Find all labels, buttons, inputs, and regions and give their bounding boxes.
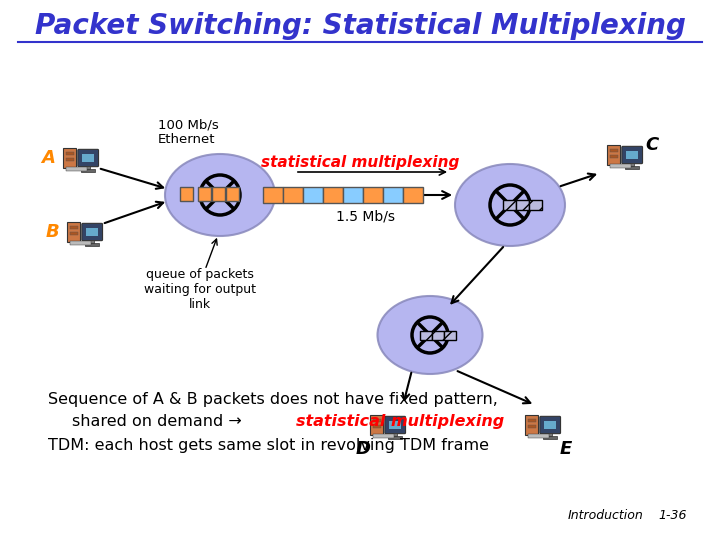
Text: queue of packets
waiting for output
link: queue of packets waiting for output link bbox=[144, 268, 256, 311]
Text: D: D bbox=[356, 440, 371, 458]
Bar bbox=[373, 425, 381, 428]
Text: A: A bbox=[41, 149, 55, 167]
Bar bbox=[516, 200, 528, 210]
Bar bbox=[528, 419, 536, 422]
Bar bbox=[528, 434, 549, 438]
Ellipse shape bbox=[455, 164, 565, 246]
Text: C: C bbox=[645, 136, 659, 154]
Text: 1.5 Mb/s: 1.5 Mb/s bbox=[336, 209, 395, 223]
Bar bbox=[66, 152, 73, 154]
Bar bbox=[630, 163, 634, 166]
FancyBboxPatch shape bbox=[78, 150, 99, 167]
Bar bbox=[303, 187, 323, 203]
Bar bbox=[383, 187, 403, 203]
Bar bbox=[544, 436, 557, 438]
Bar bbox=[528, 200, 541, 210]
Text: Introduction: Introduction bbox=[568, 509, 644, 522]
Bar bbox=[86, 243, 99, 246]
Bar bbox=[283, 187, 303, 203]
FancyBboxPatch shape bbox=[526, 415, 539, 435]
Bar bbox=[363, 187, 383, 203]
FancyBboxPatch shape bbox=[385, 416, 405, 434]
Bar bbox=[66, 158, 73, 160]
FancyBboxPatch shape bbox=[68, 221, 81, 242]
Bar bbox=[626, 166, 639, 168]
Bar bbox=[444, 330, 456, 340]
FancyBboxPatch shape bbox=[540, 416, 561, 434]
Bar bbox=[86, 228, 98, 237]
Bar bbox=[70, 232, 78, 234]
Bar bbox=[70, 241, 91, 245]
FancyBboxPatch shape bbox=[608, 145, 621, 165]
Bar bbox=[544, 421, 556, 429]
Text: B: B bbox=[45, 223, 59, 241]
Bar bbox=[90, 240, 94, 243]
Bar bbox=[548, 433, 552, 436]
Text: statistical multiplexing: statistical multiplexing bbox=[261, 156, 459, 171]
Bar bbox=[610, 164, 631, 168]
Text: 1-36: 1-36 bbox=[658, 509, 686, 522]
Text: E: E bbox=[560, 440, 572, 458]
Bar bbox=[403, 187, 423, 203]
Text: 100 Mb/s
Ethernet: 100 Mb/s Ethernet bbox=[158, 118, 219, 146]
Text: shared on demand →: shared on demand → bbox=[72, 414, 247, 429]
Bar bbox=[626, 151, 638, 159]
Bar bbox=[198, 187, 211, 201]
Bar bbox=[503, 200, 516, 210]
Bar bbox=[420, 330, 432, 340]
Text: TDM: each host gets same slot in revolving TDM frame: TDM: each host gets same slot in revolvi… bbox=[48, 438, 489, 453]
Bar bbox=[390, 421, 401, 429]
Text: Packet Switching: Statistical Multiplexing: Packet Switching: Statistical Multiplexi… bbox=[35, 12, 685, 40]
Bar bbox=[180, 187, 193, 201]
Text: statistical multiplexing: statistical multiplexing bbox=[296, 414, 504, 429]
Bar bbox=[66, 167, 86, 171]
Bar bbox=[226, 187, 239, 201]
Bar bbox=[388, 436, 402, 438]
Bar bbox=[432, 330, 444, 340]
Bar bbox=[373, 419, 381, 422]
Bar bbox=[82, 154, 94, 162]
Ellipse shape bbox=[377, 296, 482, 374]
Bar bbox=[528, 425, 536, 428]
FancyBboxPatch shape bbox=[82, 224, 102, 241]
FancyBboxPatch shape bbox=[370, 415, 384, 435]
Bar bbox=[610, 155, 618, 158]
FancyBboxPatch shape bbox=[622, 146, 642, 164]
Text: Sequence of A & B packets does not have fixed pattern,: Sequence of A & B packets does not have … bbox=[48, 392, 498, 407]
Bar bbox=[373, 434, 394, 438]
Bar bbox=[70, 226, 78, 228]
Bar bbox=[343, 187, 363, 203]
Bar bbox=[81, 169, 95, 172]
Bar bbox=[212, 187, 225, 201]
Bar bbox=[323, 187, 343, 203]
Ellipse shape bbox=[165, 154, 275, 236]
Bar bbox=[263, 187, 283, 203]
Bar bbox=[86, 166, 90, 169]
Bar bbox=[610, 149, 618, 152]
FancyBboxPatch shape bbox=[63, 147, 76, 168]
Bar bbox=[393, 433, 397, 436]
